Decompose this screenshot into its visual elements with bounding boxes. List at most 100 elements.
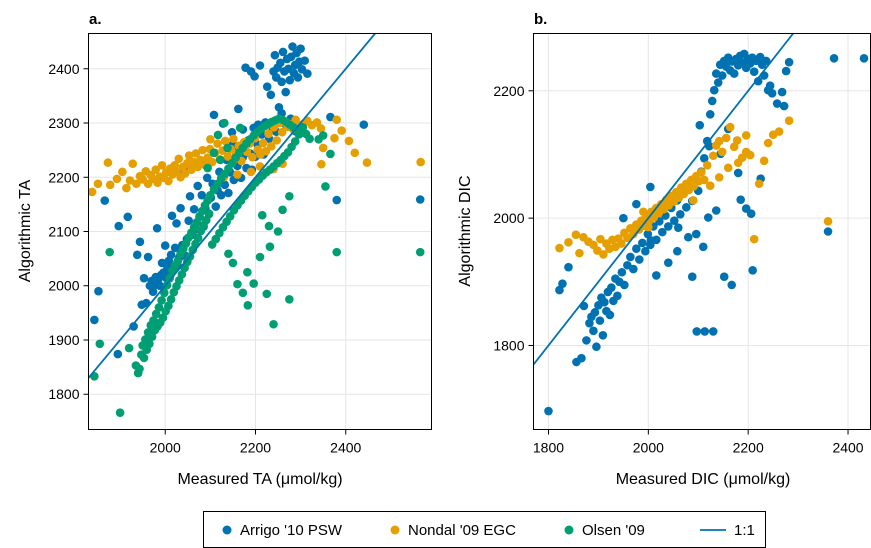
data-point-arrigo-10-psw <box>719 272 729 282</box>
data-point-nondal-09-egc <box>103 158 113 167</box>
data-point-arrigo-10-psw <box>270 50 280 60</box>
series-olsen-09 <box>90 114 425 417</box>
data-point-arrigo-10-psw <box>255 61 265 70</box>
data-point-nondal-09-egc <box>125 176 135 185</box>
data-point-olsen-09 <box>173 256 183 266</box>
data-point-nondal-09-egc <box>193 162 203 172</box>
data-point-arrigo-10-psw <box>672 246 682 256</box>
data-point-olsen-09 <box>262 289 272 299</box>
data-point-olsen-09 <box>255 252 265 262</box>
data-point-arrigo-10-psw <box>767 89 777 98</box>
data-point-nondal-09-egc <box>688 196 698 205</box>
data-point-arrigo-10-psw <box>646 182 655 192</box>
data-point-arrigo-10-psw <box>713 78 723 87</box>
series-arrigo-10-psw <box>90 42 425 359</box>
data-point-olsen-09 <box>164 301 173 311</box>
data-point-arrigo-10-psw <box>753 76 763 86</box>
data-point-arrigo-10-psw <box>94 286 103 296</box>
panel-a-plot-area <box>88 33 425 417</box>
data-point-arrigo-10-psw <box>114 221 124 231</box>
y-tick-label: 1800 <box>48 386 79 402</box>
data-point-arrigo-10-psw <box>152 223 162 233</box>
data-point-nondal-09-egc <box>316 124 326 133</box>
data-point-olsen-09 <box>204 209 214 218</box>
data-point-olsen-09 <box>223 143 232 153</box>
data-point-arrigo-10-psw <box>184 216 193 225</box>
data-point-arrigo-10-psw <box>781 66 791 76</box>
data-point-olsen-09 <box>249 279 258 288</box>
data-point-olsen-09 <box>332 247 342 257</box>
legend-frame <box>203 511 766 548</box>
data-point-nondal-09-egc <box>180 169 190 178</box>
data-point-nondal-09-egc <box>644 222 653 232</box>
data-point-olsen-09 <box>213 130 223 140</box>
data-point-nondal-09-egc <box>416 157 425 167</box>
data-point-arrigo-10-psw <box>664 258 673 267</box>
data-point-olsen-09 <box>269 319 278 329</box>
data-point-arrigo-10-psw <box>605 310 615 320</box>
data-point-arrigo-10-psw <box>705 110 715 119</box>
data-point-arrigo-10-psw <box>646 236 656 245</box>
data-point-arrigo-10-psw <box>266 90 276 100</box>
data-point-olsen-09 <box>233 279 242 289</box>
data-point-olsen-09 <box>145 339 154 349</box>
data-point-arrigo-10-psw <box>135 237 145 247</box>
x-tick-label: 2200 <box>733 440 764 456</box>
data-point-arrigo-10-psw <box>558 279 567 289</box>
data-point-nondal-09-egc <box>206 134 215 144</box>
data-point-nondal-09-egc <box>330 133 339 143</box>
data-point-nondal-09-egc <box>699 175 709 185</box>
data-point-arrigo-10-psw <box>100 196 110 205</box>
data-point-arrigo-10-psw <box>729 69 739 78</box>
data-point-arrigo-10-psw <box>629 264 638 274</box>
data-point-arrigo-10-psw <box>600 297 609 307</box>
data-point-arrigo-10-psw <box>209 110 219 120</box>
data-point-arrigo-10-psw <box>216 190 226 200</box>
x-tick-label: 2400 <box>832 440 863 456</box>
data-point-arrigo-10-psw <box>281 87 291 97</box>
data-point-arrigo-10-psw <box>303 69 312 78</box>
data-point-nondal-09-egc <box>229 134 238 144</box>
data-point-arrigo-10-psw <box>211 202 221 211</box>
data-point-arrigo-10-psw <box>687 272 697 282</box>
data-point-olsen-09 <box>154 303 164 312</box>
data-point-arrigo-10-psw <box>823 227 833 236</box>
data-point-arrigo-10-psw <box>641 246 650 256</box>
data-point-arrigo-10-psw <box>143 252 153 262</box>
legend-label-one-to-one: 1:1 <box>734 522 755 539</box>
data-point-olsen-09 <box>264 221 274 231</box>
data-point-olsen-09 <box>157 296 166 305</box>
data-point-arrigo-10-psw <box>859 54 869 63</box>
data-point-arrigo-10-psw <box>638 238 647 248</box>
data-point-arrigo-10-psw <box>139 273 149 283</box>
legend-marker-olsen <box>564 525 574 535</box>
data-point-olsen-09 <box>158 313 168 323</box>
data-point-arrigo-10-psw <box>176 203 185 213</box>
data-point-arrigo-10-psw <box>332 195 342 205</box>
data-point-nondal-09-egc <box>763 138 773 148</box>
data-point-arrigo-10-psw <box>555 285 564 295</box>
legend-entry-arrigo: Arrigo '10 PSW <box>222 522 343 539</box>
data-point-nondal-09-egc <box>220 136 230 146</box>
data-point-olsen-09 <box>285 191 294 201</box>
data-point-arrigo-10-psw <box>415 195 425 204</box>
data-point-olsen-09 <box>105 247 115 257</box>
data-point-nondal-09-egc <box>708 151 718 161</box>
data-point-olsen-09 <box>215 155 225 165</box>
data-point-arrigo-10-psw <box>695 120 705 130</box>
data-point-nondal-09-egc <box>318 143 328 153</box>
x-tick-label: 2400 <box>330 440 361 456</box>
data-point-nondal-09-egc <box>118 167 127 177</box>
data-point-nondal-09-egc <box>233 170 242 179</box>
data-point-arrigo-10-psw <box>359 120 369 129</box>
data-point-nondal-09-egc <box>337 126 346 135</box>
data-point-nondal-09-egc <box>350 148 360 158</box>
x-tick-label: 2000 <box>150 440 181 456</box>
y-tick-label: 2000 <box>493 210 524 226</box>
data-point-nondal-09-egc <box>112 174 122 184</box>
data-point-nondal-09-egc <box>272 136 281 145</box>
data-point-arrigo-10-psw <box>703 213 713 222</box>
data-point-arrigo-10-psw <box>185 191 195 201</box>
data-point-olsen-09 <box>151 309 161 319</box>
series-arrigo-10-psw <box>544 49 869 416</box>
